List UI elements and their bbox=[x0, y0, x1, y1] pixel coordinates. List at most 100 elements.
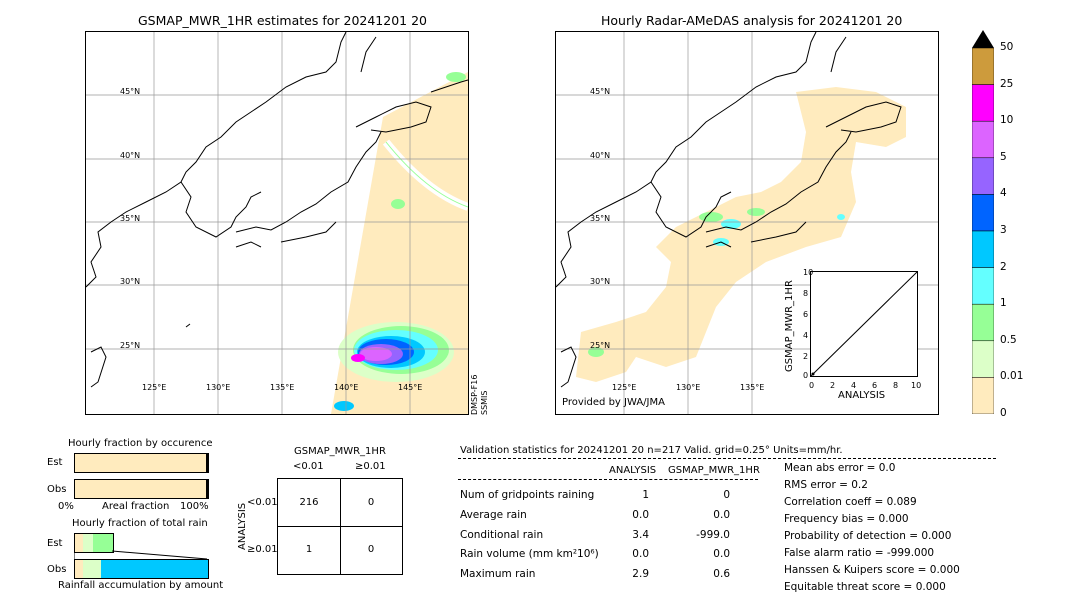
r-lon-label-125: 125°E bbox=[612, 383, 637, 392]
colorbar-label: 2 bbox=[1000, 260, 1007, 273]
inset-y-tick-4: 4 bbox=[803, 331, 809, 340]
inset-x-tick-2: 2 bbox=[830, 381, 836, 390]
lat-label-25: 25°N bbox=[120, 341, 141, 350]
colorbar-block bbox=[971, 84, 995, 122]
analysis-rain bbox=[588, 208, 845, 357]
contingency-col1: <0.01 bbox=[293, 461, 324, 472]
colorbar-label: 3 bbox=[1000, 224, 1007, 236]
colorbar-block bbox=[971, 47, 995, 85]
stat-label-4: Maximum rain bbox=[460, 568, 536, 580]
contingency-side-label: ANALYSIS bbox=[237, 502, 248, 550]
satellite-label: DMSP-F16 bbox=[470, 374, 479, 415]
stat-analysis-4: 2.9 bbox=[632, 568, 649, 580]
inset-x-tick-8: 8 bbox=[893, 381, 899, 390]
provided-by-label: Provided by JWA/JMA bbox=[562, 397, 665, 408]
occurrence-axis-0: 0% bbox=[58, 501, 74, 512]
validation-divider-2 bbox=[458, 479, 758, 480]
colorbar-label: 5 bbox=[1000, 150, 1007, 163]
inset-ylabel: GSMAP_MWR_1HR bbox=[784, 280, 795, 372]
inset-xlabel: ANALYSIS bbox=[838, 390, 886, 401]
colorbar-label: 0.01 bbox=[1000, 370, 1024, 383]
r-lat-label-35: 35°N bbox=[590, 214, 611, 223]
inset-y-tick-0: 0 bbox=[803, 371, 809, 380]
lat-label-30: 30°N bbox=[120, 277, 141, 286]
occurrence-obs-label: Obs bbox=[47, 484, 67, 495]
validation-col-analysis: ANALYSIS bbox=[609, 465, 657, 476]
right-coastlines bbox=[556, 32, 902, 388]
stat-label-0: Num of gridpoints raining bbox=[460, 489, 595, 501]
score-2: Correlation coeff = 0.089 bbox=[784, 496, 917, 508]
colorbar-label: 0.5 bbox=[1000, 333, 1017, 346]
validation-header: Validation statistics for 20241201 20 n=… bbox=[460, 445, 843, 456]
occurrence-axis-100: 100% bbox=[180, 501, 209, 512]
colorbar-block bbox=[971, 340, 995, 378]
score-7: Equitable threat score = 0.000 bbox=[784, 581, 946, 593]
contingency-row2: ≥0.01 bbox=[247, 544, 278, 555]
score-6: Hanssen & Kuipers score = 0.000 bbox=[784, 564, 960, 576]
stat-gsmap-2: -999.0 bbox=[696, 529, 730, 541]
colorbar-top-arrow bbox=[972, 30, 994, 48]
lon-label-135: 135°E bbox=[270, 383, 295, 392]
colorbar-block bbox=[971, 303, 995, 342]
stat-gsmap-3: 0.0 bbox=[713, 548, 730, 560]
score-3: Frequency bias = 0.000 bbox=[784, 513, 909, 525]
stat-analysis-0: 1 bbox=[642, 489, 649, 501]
inset-y-tick-8: 8 bbox=[803, 289, 809, 298]
r-lat-label-40: 40°N bbox=[590, 151, 611, 160]
colorbar-block bbox=[971, 157, 995, 195]
r-lon-label-135: 135°E bbox=[740, 383, 765, 392]
colorbar-label: 1 bbox=[1000, 297, 1007, 310]
r-lat-label-45: 45°N bbox=[590, 87, 611, 96]
left-map-title: GSMAP_MWR_1HR estimates for 20241201 20 bbox=[138, 13, 427, 28]
score-0: Mean abs error = 0.0 bbox=[784, 462, 896, 474]
contingency-col2: ≥0.01 bbox=[355, 461, 386, 472]
stat-gsmap-4: 0.6 bbox=[713, 568, 730, 580]
inset-y-tick-2: 2 bbox=[803, 352, 809, 361]
r-lat-label-25: 25°N bbox=[590, 341, 611, 350]
total-rain-obs-bar bbox=[74, 559, 209, 579]
total-rain-est-label: Est bbox=[47, 538, 63, 549]
validation-col-gsmap: GSMAP_MWR_1HR bbox=[668, 465, 760, 476]
stat-label-2: Conditional rain bbox=[460, 529, 544, 541]
analysis-coverage bbox=[576, 87, 906, 382]
inset-x-tick-10: 10 bbox=[911, 381, 922, 390]
score-5: False alarm ratio = -999.000 bbox=[784, 547, 935, 559]
left-map-canvas bbox=[86, 32, 468, 414]
score-4: Probability of detection = 0.000 bbox=[784, 530, 952, 542]
occurrence-est-bar bbox=[74, 453, 209, 473]
r-lat-label-30: 30°N bbox=[590, 277, 611, 286]
colorbar-label: 4 bbox=[1000, 187, 1007, 200]
colorbar-block bbox=[971, 267, 995, 305]
score-1: RMS error = 0.2 bbox=[784, 479, 868, 491]
right-map-canvas bbox=[556, 32, 938, 414]
occurrence-title: Hourly fraction by occurence bbox=[68, 438, 213, 449]
stat-gsmap-1: 0.0 bbox=[713, 509, 730, 521]
total-rain-obs-label: Obs bbox=[47, 564, 67, 575]
colorbar-label: 25 bbox=[1000, 77, 1014, 90]
stat-analysis-3: 0.0 bbox=[632, 548, 649, 560]
stat-label-3: Rain volume (mm km²10⁶) bbox=[460, 548, 599, 560]
colorbar-label: 10 bbox=[1000, 114, 1014, 127]
inset-x-tick-0: 0 bbox=[809, 381, 815, 390]
total-rain-title: Hourly fraction of total rain bbox=[72, 518, 208, 529]
colorbar-block bbox=[971, 194, 995, 232]
right-map: 45°N 40°N 35°N 30°N 25°N 125°E 130°E 135… bbox=[555, 31, 939, 415]
contingency-cell-22: 0 bbox=[367, 544, 375, 555]
inset-x-tick-4: 4 bbox=[851, 381, 857, 390]
contingency-grid: 216 0 1 0 bbox=[277, 478, 403, 575]
occurrence-est-label: Est bbox=[47, 457, 63, 468]
stat-analysis-1: 0.0 bbox=[632, 509, 649, 521]
lat-label-40: 40°N bbox=[120, 151, 141, 160]
contingency-row1: <0.01 bbox=[247, 497, 278, 508]
inset-canvas bbox=[810, 271, 918, 377]
contingency-cell-21: 1 bbox=[305, 544, 313, 555]
inset-y-tick-6: 6 bbox=[803, 310, 809, 319]
colorbar-block bbox=[971, 230, 995, 268]
occurrence-axis-label: Areal fraction bbox=[102, 501, 170, 512]
stat-label-1: Average rain bbox=[460, 509, 527, 521]
colorbar-label: 50 bbox=[1000, 41, 1014, 53]
right-map-title: Hourly Radar-AMeDAS analysis for 2024120… bbox=[601, 13, 903, 28]
colorbar-block bbox=[971, 377, 995, 415]
lon-label-140: 140°E bbox=[334, 383, 359, 392]
lon-label-125: 125°E bbox=[142, 383, 167, 392]
